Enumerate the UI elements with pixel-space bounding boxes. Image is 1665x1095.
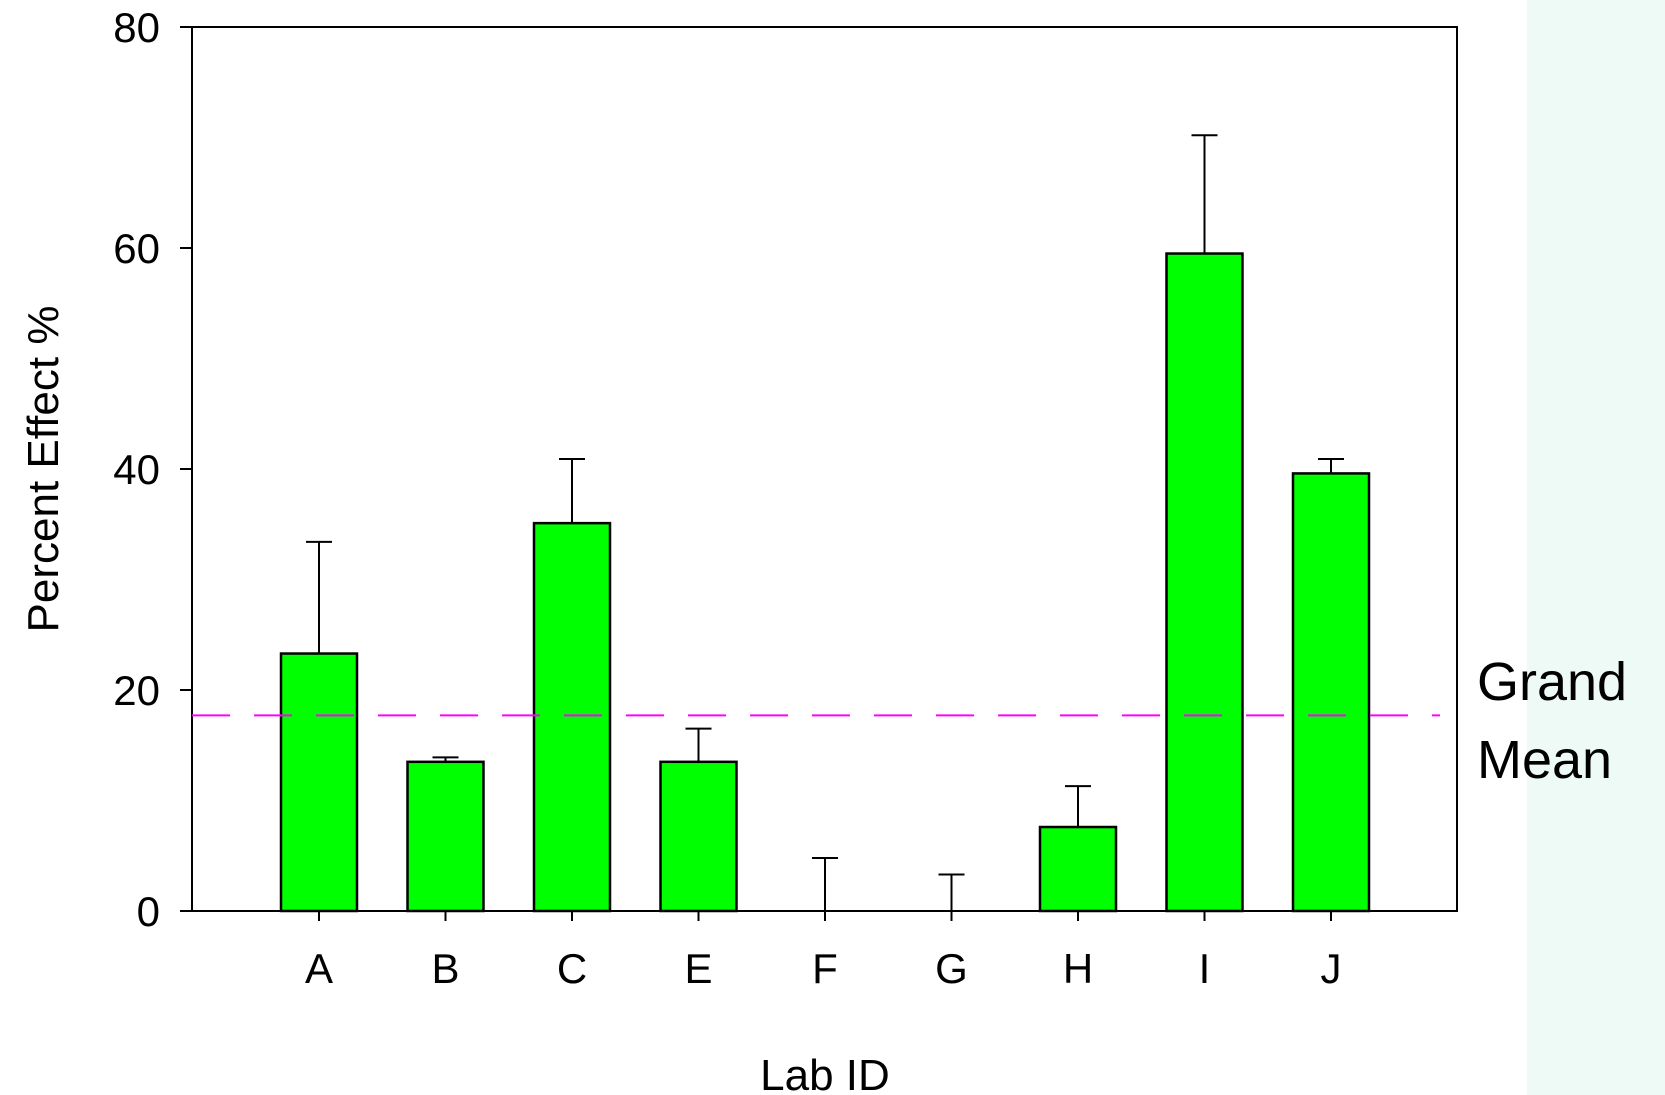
x-tick-label-A: A xyxy=(305,945,333,992)
x-tick-label-C: C xyxy=(557,945,587,992)
grand-mean-label-line1: Grand xyxy=(1477,652,1627,712)
right-side-panel xyxy=(1527,0,1665,1095)
x-tick-label-E: E xyxy=(684,945,712,992)
bar-B xyxy=(406,760,485,913)
error-bar-H xyxy=(1065,785,1091,828)
error-bar-J xyxy=(1318,458,1344,474)
y-tick-label-20: 20 xyxy=(113,667,160,714)
y-tick-label-40: 40 xyxy=(113,446,160,493)
error-bar-B xyxy=(432,756,459,762)
y-axis-title: Percent Effect % xyxy=(19,306,68,633)
bar-E xyxy=(659,760,738,913)
x-tick-label-F: F xyxy=(812,945,838,992)
bars-layer xyxy=(279,252,1371,913)
x-axis-title: Lab ID xyxy=(760,1051,890,1095)
error-bars-layer xyxy=(306,134,1344,911)
x-tick-label-G: G xyxy=(935,945,968,992)
grand-mean-label-line2: Mean xyxy=(1477,730,1612,790)
error-bar-F xyxy=(812,856,838,911)
y-tick-label-60: 60 xyxy=(113,225,160,272)
x-tick-label-I: I xyxy=(1199,945,1211,992)
error-bar-G xyxy=(938,873,965,911)
error-bar-E xyxy=(685,727,712,762)
y-tick-label-80: 80 xyxy=(113,4,160,51)
bar-H xyxy=(1038,825,1118,913)
x-tick-label-H: H xyxy=(1063,945,1093,992)
bar-C xyxy=(532,521,612,913)
plot-frame xyxy=(191,26,1458,912)
y-axis: 0 20 40 60 80 xyxy=(113,4,192,935)
error-bar-A xyxy=(306,540,332,654)
error-bar-C xyxy=(559,458,585,524)
y-tick-label-0: 0 xyxy=(137,888,160,935)
x-tick-label-J: J xyxy=(1321,945,1342,992)
bar-A xyxy=(279,652,359,913)
error-bar-I xyxy=(1191,134,1218,254)
x-tick-label-B: B xyxy=(431,945,459,992)
bar-J xyxy=(1291,472,1371,913)
bar-I xyxy=(1165,252,1244,913)
